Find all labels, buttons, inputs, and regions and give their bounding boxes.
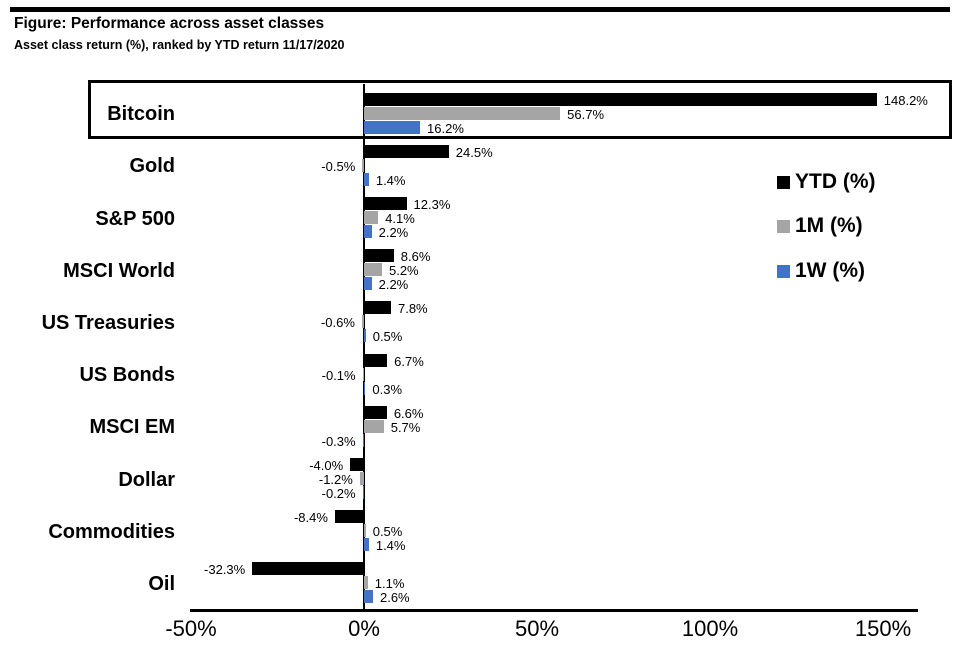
bar-s-p-500-1w	[364, 224, 372, 238]
category-label-msci-em: MSCI EM	[89, 416, 175, 439]
bar-us-bonds-1m	[362, 367, 364, 381]
x-tick-label-50pct: 50%	[514, 616, 560, 641]
category-label-s-p-500: S&P 500	[95, 207, 175, 230]
bar-oil-ytd	[252, 562, 364, 576]
bar-bitcoin-1w	[364, 120, 421, 134]
legend-swatch-1w	[777, 264, 790, 278]
bar-msci-em-1m	[364, 419, 384, 433]
category-label-oil: Oil	[148, 572, 175, 595]
value-label-msci-world-1m: 5.2%	[388, 263, 419, 279]
legend-label-1w: 1W (%)	[795, 259, 865, 282]
value-label-commodities-1m: 0.5%	[372, 524, 403, 540]
bar-dollar-1m	[359, 471, 364, 485]
value-label-gold-1m: -0.5%	[321, 158, 356, 174]
value-label-msci-em-1w: -0.3%	[321, 433, 356, 449]
bar-dollar-1w	[362, 485, 364, 499]
value-label-bitcoin-1m: 56.7%	[567, 106, 605, 122]
x-axis-line	[190, 609, 918, 612]
category-label-msci-world: MSCI World	[63, 259, 175, 282]
legend-item-1m: 1M (%)	[777, 214, 863, 238]
x-tick-label-150pct: 150%	[854, 616, 912, 641]
category-label-us-bonds: US Bonds	[79, 364, 175, 387]
value-label-oil-1m: 1.1%	[374, 576, 405, 592]
value-label-us-treasuries-1w: 0.5%	[372, 329, 403, 345]
bar-gold-1w	[364, 172, 369, 186]
value-label-dollar-1m: -1.2%	[318, 471, 353, 487]
value-label-msci-world-ytd: 8.6%	[400, 249, 431, 265]
category-label-gold: Gold	[129, 155, 175, 178]
bar-commodities-ytd	[334, 510, 364, 524]
bar-msci-em-ytd	[364, 405, 387, 419]
value-label-commodities-ytd: -8.4%	[293, 510, 328, 526]
bar-s-p-500-ytd	[364, 196, 407, 210]
value-label-s-p-500-ytd: 12.3%	[413, 196, 451, 212]
legend-label-1m: 1M (%)	[795, 214, 863, 237]
value-label-gold-ytd: 24.5%	[455, 144, 493, 160]
value-label-us-treasuries-ytd: 7.8%	[397, 301, 428, 317]
value-label-s-p-500-1m: 4.1%	[385, 210, 415, 226]
bar-gold-1m	[362, 158, 364, 172]
value-label-dollar-ytd: -4.0%	[309, 457, 344, 473]
bar-us-treasuries-1m	[361, 315, 364, 329]
value-label-msci-em-ytd: 6.6%	[393, 405, 424, 421]
category-label-commodities: Commodities	[48, 520, 175, 543]
bar-commodities-1w	[364, 538, 369, 552]
value-label-s-p-500-1w: 2.2%	[378, 224, 409, 240]
bar-oil-1m	[364, 576, 368, 590]
bar-s-p-500-1m	[364, 210, 379, 224]
legend-swatch-ytd	[777, 175, 790, 189]
bar-us-treasuries-ytd	[364, 301, 391, 315]
value-label-gold-1w: 1.4%	[375, 172, 406, 188]
value-label-msci-em-1m: 5.7%	[390, 419, 421, 435]
value-label-msci-world-1w: 2.2%	[378, 277, 409, 293]
x-tick-label-100pct: 100%	[681, 616, 739, 641]
x-tick-label-neg50pct: -50%	[165, 616, 217, 641]
bar-gold-ytd	[364, 144, 449, 158]
category-label-dollar: Dollar	[118, 468, 175, 491]
legend-item-ytd: YTD (%)	[777, 170, 876, 194]
bar-bitcoin-1m	[364, 106, 561, 120]
bar-bitcoin-ytd	[364, 92, 877, 106]
value-label-bitcoin-ytd: 148.2%	[883, 92, 928, 108]
bar-msci-world-1w	[364, 277, 372, 291]
value-label-us-bonds-ytd: 6.7%	[394, 353, 424, 369]
value-label-us-treasuries-1m: -0.6%	[320, 315, 355, 331]
legend-item-1w: 1W (%)	[777, 259, 865, 283]
x-tick-label-0pct: 0%	[348, 616, 380, 641]
figure-subtitle: Asset class return (%), ranked by YTD re…	[14, 38, 345, 52]
bar-us-bonds-ytd	[364, 353, 388, 367]
bar-msci-em-1w	[362, 433, 364, 447]
bar-msci-world-ytd	[364, 249, 394, 263]
value-label-dollar-1w: -0.2%	[321, 485, 356, 501]
bar-us-treasuries-1w	[364, 329, 366, 343]
bar-oil-1w	[364, 590, 373, 604]
value-label-oil-ytd: -32.3%	[204, 562, 246, 578]
top-rule	[10, 7, 950, 12]
bar-commodities-1m	[364, 524, 366, 538]
value-label-oil-1w: 2.6%	[379, 590, 410, 606]
category-label-us-treasuries: US Treasuries	[41, 311, 175, 334]
legend-label-ytd: YTD (%)	[795, 170, 876, 193]
value-label-commodities-1w: 1.4%	[375, 538, 406, 554]
category-label-bitcoin: Bitcoin	[107, 103, 175, 126]
legend-swatch-1m	[777, 219, 790, 233]
value-label-us-bonds-1m: -0.1%	[321, 367, 356, 383]
value-label-bitcoin-1w: 16.2%	[427, 120, 464, 136]
value-label-us-bonds-1w: 0.3%	[372, 381, 403, 397]
figure-title: Figure: Performance across asset classes	[14, 15, 325, 32]
zero-axis-line	[363, 84, 365, 611]
bar-us-bonds-1w	[364, 381, 366, 395]
bar-dollar-ytd	[350, 457, 364, 471]
bar-msci-world-1m	[364, 263, 382, 277]
